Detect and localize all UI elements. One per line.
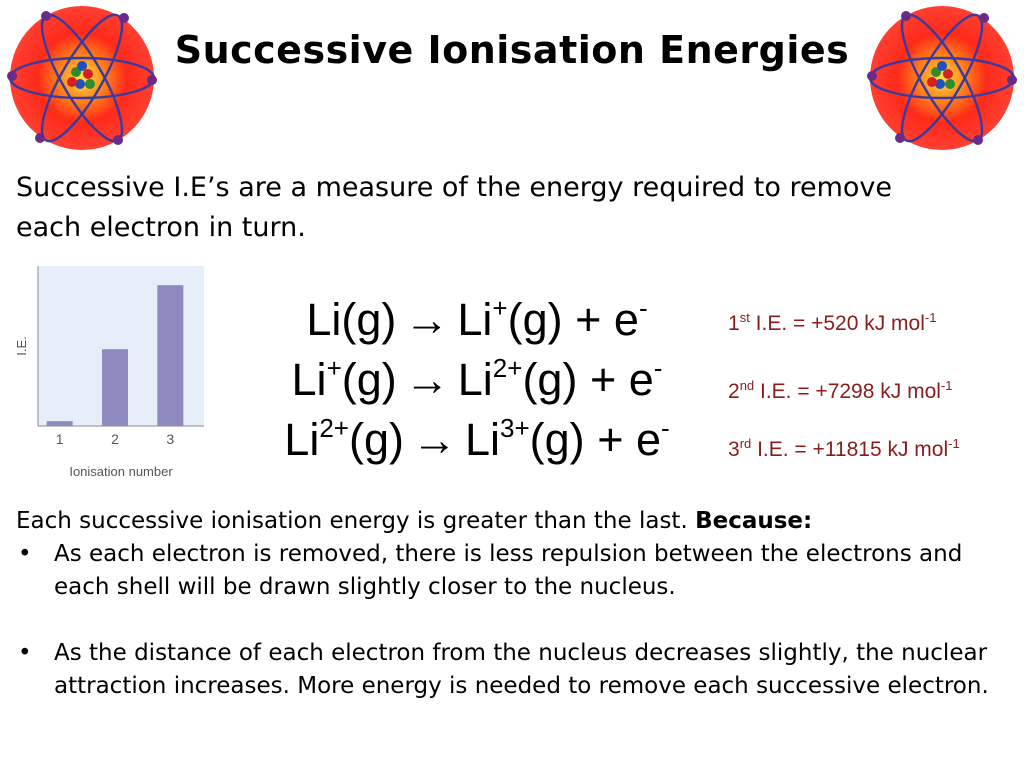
x-axis-label: Ionisation number — [69, 464, 173, 479]
bar-3 — [157, 285, 184, 426]
reason-list: • As each electron is removed, there is … — [16, 538, 1016, 703]
reactant-symbol: Li — [284, 414, 320, 465]
unit-exponent: -1 — [924, 310, 937, 325]
product-state: (g) — [522, 354, 578, 405]
bullet-icon: • — [18, 541, 32, 567]
electron-charge: - — [661, 413, 670, 443]
ionisation-energy-value: 3rd I.E. = +11815 kJ mol-1 — [728, 436, 1018, 462]
product-charge: 2+ — [492, 353, 523, 383]
reactant-state: (g) — [348, 414, 404, 465]
reactant-state: (g) — [341, 354, 397, 405]
reason-text: As the distance of each electron from th… — [54, 640, 989, 699]
electron-charge: - — [653, 353, 663, 383]
ionisation-energy-value: 1st I.E. = +520 kJ mol-1 — [728, 310, 1018, 336]
energy-text: I.E. = +520 kJ mol — [749, 312, 925, 335]
reactant-charge: + — [326, 353, 342, 383]
reactant-state: (g) — [341, 294, 397, 345]
intro-text: Successive I.E’s are a measure of the en… — [16, 172, 892, 243]
ordinal-number: 2 — [728, 380, 740, 403]
x-tick-label: 2 — [111, 431, 119, 447]
product-symbol: Li — [457, 354, 493, 405]
lead-text: Each successive ionisation energy is gre… — [16, 508, 696, 534]
product-state: (g) — [529, 414, 585, 465]
equation-2: Li+(g) → Li2+(g) + e- — [232, 350, 722, 410]
x-tick-label: 1 — [56, 431, 64, 447]
arrow-icon: → — [404, 294, 450, 345]
ordinal-suffix: nd — [739, 378, 755, 393]
electron-symbol: e — [628, 354, 654, 405]
ordinal-number: 1 — [728, 312, 740, 335]
energy-text: I.E. = +7298 kJ mol — [754, 380, 941, 403]
product-symbol: Li — [457, 294, 493, 345]
equation-3: Li2+(g) → Li3+(g) + e- — [232, 410, 722, 470]
reason-text: As each electron is removed, there is le… — [54, 541, 963, 600]
bullet-icon: • — [18, 640, 32, 666]
ordinal-suffix: rd — [739, 436, 752, 451]
list-item: • As each electron is removed, there is … — [16, 538, 1016, 604]
electron-symbol: e — [613, 294, 639, 345]
bar-2 — [102, 349, 128, 426]
y-axis-label: I.E. — [14, 336, 29, 356]
reactant-charge: 2+ — [319, 413, 349, 443]
ordinal-suffix: st — [739, 310, 750, 325]
ionisation-energy-value: 2nd I.E. = +7298 kJ mol-1 — [728, 378, 1018, 404]
product-symbol: Li — [464, 414, 501, 465]
ordinal-number: 3 — [728, 438, 740, 461]
equation-1: Li(g) → Li+(g) + e- — [232, 290, 722, 350]
explanation-section: Each successive ionisation energy is gre… — [16, 505, 1016, 703]
atom-icon — [867, 6, 1017, 150]
arrow-icon: → — [411, 414, 457, 465]
product-charge: + — [492, 293, 508, 323]
atom-icon — [7, 6, 157, 150]
product-charge: 3+ — [500, 413, 530, 443]
unit-exponent: -1 — [948, 436, 960, 451]
electron-symbol: e — [635, 414, 662, 465]
bar-1 — [46, 421, 73, 426]
ionisation-energy-chart: I.E. Ionisation number 1 2 3 — [14, 266, 204, 479]
unit-exponent: -1 — [940, 378, 953, 393]
energy-text: I.E. = +11815 kJ mol — [751, 438, 949, 461]
product-state: (g) — [507, 294, 563, 345]
plus-sign: + — [597, 414, 624, 465]
plus-sign: + — [575, 294, 602, 345]
reactant-symbol: Li — [291, 354, 327, 405]
list-item: • As the distance of each electron from … — [16, 637, 1016, 703]
explanation-lead: Each successive ionisation energy is gre… — [16, 505, 1016, 538]
arrow-icon: → — [404, 354, 450, 405]
plus-sign: + — [589, 354, 617, 405]
x-tick-label: 3 — [166, 431, 174, 447]
because-label: Because: — [695, 508, 813, 534]
page-title: Successive Ionisation Energies — [174, 28, 850, 72]
electron-charge: - — [638, 293, 648, 323]
reactant-symbol: Li — [306, 294, 342, 345]
